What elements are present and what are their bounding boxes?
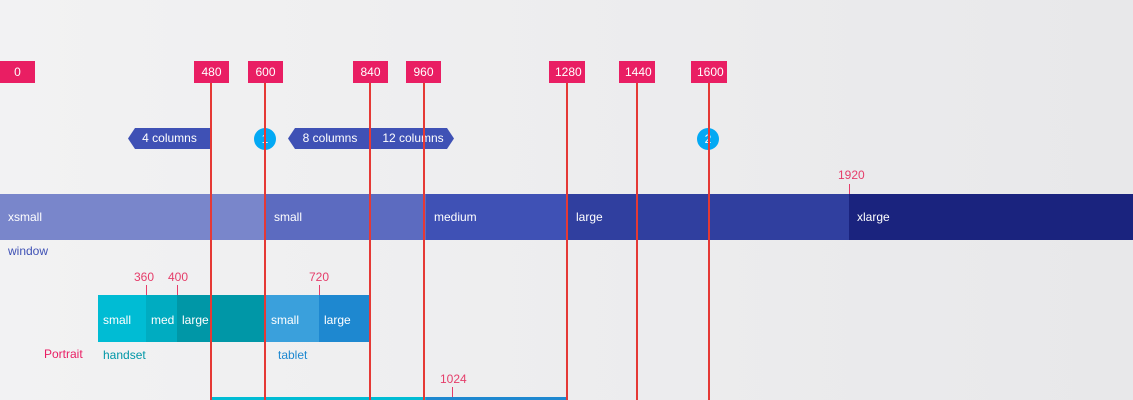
tablet-caption: tablet: [278, 348, 308, 362]
landscape-bar-partial-2: [426, 397, 568, 400]
device-label-400: 400: [168, 270, 189, 284]
tick-400: [177, 285, 178, 295]
breakpoint-480: 480: [194, 61, 229, 83]
device-label-720: 720: [309, 270, 330, 284]
tick-720: [319, 285, 320, 295]
portrait-label: Portrait: [44, 347, 83, 361]
guide-line-840: [369, 83, 371, 400]
device-label-1024: 1024: [440, 372, 467, 386]
window-caption: window: [8, 244, 49, 258]
portrait-tablet-large: large: [319, 295, 371, 342]
guide-line-600: [264, 83, 266, 400]
window-label-1920: 1920: [838, 168, 865, 182]
breakpoint-1280: 1280: [549, 61, 585, 83]
tick-1024: [452, 387, 453, 397]
guide-line-1440: [636, 83, 638, 400]
guide-line-960: [423, 83, 425, 400]
window-xlarge: xlarge: [849, 194, 1133, 240]
breakpoint-1440: 1440: [619, 61, 655, 83]
window-medium: medium: [426, 194, 568, 240]
guide-line-1280: [566, 83, 568, 400]
window-xsmall: xsmall: [0, 194, 266, 240]
columns-12-label: 12 columns: [372, 128, 454, 149]
tick-1920: [849, 184, 850, 194]
guide-line-480: [210, 83, 212, 400]
columns-4-label: 4 columns: [128, 128, 211, 149]
breakpoint-0: 0: [0, 61, 35, 83]
window-small: small: [266, 194, 426, 240]
columns-8-label: 8 columns: [288, 128, 372, 149]
portrait-handset-small: small: [98, 295, 146, 342]
landscape-bar-partial: [211, 397, 426, 400]
breakpoint-1600: 1600: [691, 61, 727, 83]
breakpoint-960: 960: [406, 61, 441, 83]
breakpoint-600: 600: [248, 61, 283, 83]
guide-line-1600: [708, 83, 710, 400]
portrait-tablet-small: small: [266, 295, 319, 342]
breakpoint-840: 840: [353, 61, 388, 83]
tick-360: [146, 285, 147, 295]
portrait-handset-med: med: [146, 295, 177, 342]
device-label-360: 360: [134, 270, 155, 284]
portrait-handset-large: large: [177, 295, 266, 342]
handset-caption: handset: [103, 348, 146, 362]
